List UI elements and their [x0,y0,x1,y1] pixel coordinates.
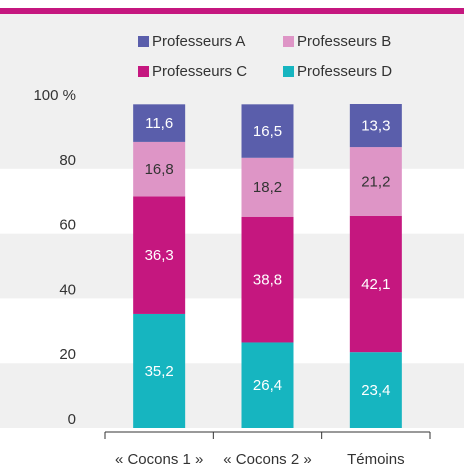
data-label: 13,3 [361,118,390,135]
y-tick-label: 100 % [33,87,76,104]
data-label: 16,5 [253,123,282,140]
bar-segment [241,216,294,343]
bar-segment [349,215,402,353]
data-label: 36,3 [145,247,174,264]
data-label: 35,2 [145,363,174,380]
data-label: 23,4 [361,382,390,399]
bar-segment [349,147,402,216]
bar-segment [133,141,186,197]
bar-segment [133,196,186,314]
data-label: 42,1 [361,276,390,293]
legend-swatch [283,36,294,47]
data-label: 11,6 [145,115,173,132]
bar-segment [133,104,186,142]
bar-segment [133,313,186,428]
y-tick-label: 60 [59,217,76,234]
y-tick-label: 0 [68,411,76,428]
legend-label: Professeurs B [297,33,391,50]
top-rule [0,8,464,14]
legend-swatch [283,66,294,77]
legend-swatch [138,66,149,77]
bar-segment [241,157,294,217]
data-label: 26,4 [253,377,282,394]
data-label: 38,8 [253,272,282,289]
x-tick-label: « Cocons 1 » [115,451,203,468]
bar-segment [349,104,402,148]
x-tick-label: « Cocons 2 » [223,451,311,468]
bar-segment [241,104,294,158]
bar-segment [241,342,294,428]
data-label: 18,2 [253,179,282,196]
legend-background [0,14,464,104]
y-tick-label: 80 [59,152,76,169]
data-label: 21,2 [361,173,390,190]
data-label: 16,8 [145,161,174,178]
y-tick-label: 40 [59,281,76,298]
y-tick-label: 20 [59,346,76,363]
legend-label: Professeurs A [152,33,245,50]
legend-label: Professeurs D [297,63,392,80]
bar-segment [349,352,402,428]
x-tick-label: Témoins [347,451,405,468]
legend-swatch [138,36,149,47]
legend-label: Professeurs C [152,63,247,80]
